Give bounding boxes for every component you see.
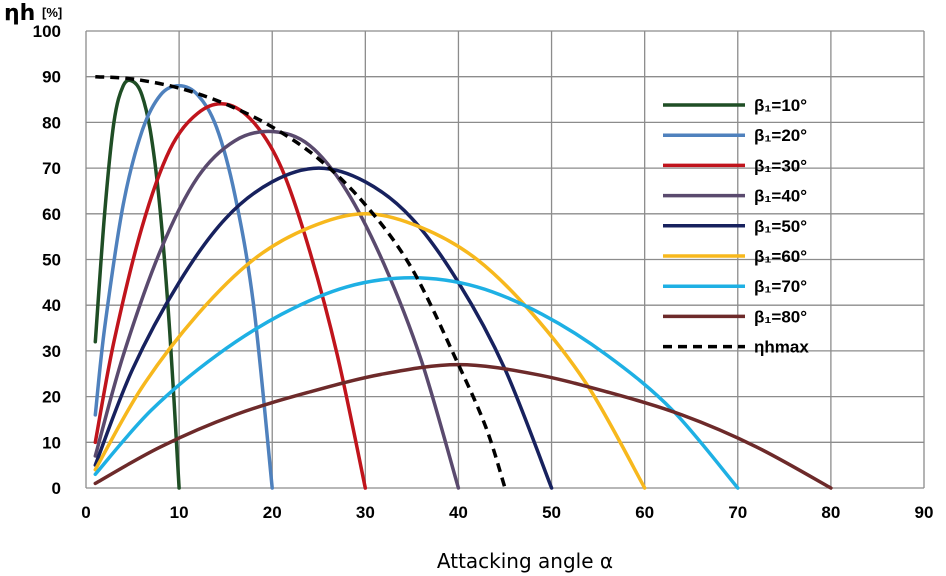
y-tick-label: 90 xyxy=(42,68,61,87)
legend-label: β₁=20° xyxy=(754,126,807,145)
x-tick-label: 90 xyxy=(915,503,934,522)
series-line-7 xyxy=(93,276,740,490)
series-line-1 xyxy=(93,78,181,490)
legend: β₁=10° β₁=20° β₁=30° β₁=40° β₁=50° β₁=60° β₁=7… xyxy=(663,96,809,357)
y-tick-label: 70 xyxy=(42,159,61,178)
y-tick-label: 30 xyxy=(42,342,61,361)
y-tick-label: 60 xyxy=(42,205,61,224)
y-tick-label: 40 xyxy=(42,296,61,315)
series-line-3 xyxy=(93,101,368,490)
x-tick-label: 20 xyxy=(263,503,282,522)
series-line-9 xyxy=(95,74,507,489)
y-tick-label: 20 xyxy=(42,388,61,407)
series-line-6 xyxy=(93,212,647,490)
y-tick-label: 10 xyxy=(42,433,61,452)
series-line-5 xyxy=(93,166,554,490)
legend-label: β₁=80° xyxy=(754,307,807,326)
y-tick-label: 80 xyxy=(42,113,61,132)
y-tick-labels: 0 10 20 30 40 50 60 70 80 90 100 xyxy=(33,22,61,498)
x-tick-label: 80 xyxy=(821,503,840,522)
legend-label: β₁=70° xyxy=(754,277,807,296)
x-tick-label: 40 xyxy=(449,503,468,522)
grid xyxy=(85,30,925,489)
x-tick-label: 30 xyxy=(356,503,375,522)
series-group xyxy=(93,74,833,490)
x-tick-labels: 0 10 20 30 40 50 60 70 80 90 xyxy=(81,503,933,522)
series-line-2 xyxy=(93,84,274,490)
legend-label: ηhmax xyxy=(754,338,809,357)
x-tick-label: 50 xyxy=(542,503,561,522)
x-tick-label: 10 xyxy=(170,503,189,522)
legend-label: β₁=30° xyxy=(754,156,807,175)
legend-label: β₁=10° xyxy=(754,96,807,115)
y-tick-label: 50 xyxy=(42,251,61,270)
y-axis-label-unit: [%] xyxy=(42,5,62,20)
y-axis-label-main: ηh xyxy=(4,1,35,26)
x-tick-label: 70 xyxy=(728,503,747,522)
legend-label: β₁=40° xyxy=(754,187,807,206)
y-tick-label: 100 xyxy=(33,22,61,41)
series-line-8 xyxy=(93,362,833,490)
x-tick-label: 0 xyxy=(81,503,90,522)
y-tick-label: 0 xyxy=(52,479,61,498)
series-line-4 xyxy=(93,129,461,490)
x-tick-label: 60 xyxy=(635,503,654,522)
legend-label: β₁=60° xyxy=(754,247,807,266)
x-axis-label: Attacking angle α xyxy=(437,549,613,573)
legend-label: β₁=50° xyxy=(754,217,807,236)
